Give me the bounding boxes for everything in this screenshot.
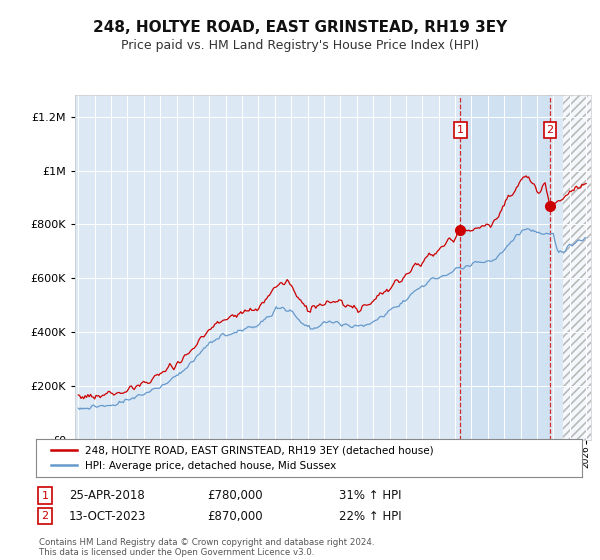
Text: 2: 2 (547, 125, 553, 135)
Text: Price paid vs. HM Land Registry's House Price Index (HPI): Price paid vs. HM Land Registry's House … (121, 39, 479, 52)
Text: Contains HM Land Registry data © Crown copyright and database right 2024.
This d: Contains HM Land Registry data © Crown c… (39, 538, 374, 557)
Bar (563, 95, 591, 440)
Text: 13-OCT-2023: 13-OCT-2023 (69, 510, 146, 523)
Text: 31% ↑ HPI: 31% ↑ HPI (339, 489, 401, 502)
Text: £870,000: £870,000 (207, 510, 263, 523)
Text: 1: 1 (41, 491, 49, 501)
Legend: 248, HOLTYE ROAD, EAST GRINSTEAD, RH19 3EY (detached house), HPI: Average price,: 248, HOLTYE ROAD, EAST GRINSTEAD, RH19 3… (47, 441, 438, 475)
Text: 25-APR-2018: 25-APR-2018 (69, 489, 145, 502)
Text: 2: 2 (41, 511, 49, 521)
Text: 22% ↑ HPI: 22% ↑ HPI (339, 510, 401, 523)
Text: £780,000: £780,000 (207, 489, 263, 502)
Text: 248, HOLTYE ROAD, EAST GRINSTEAD, RH19 3EY: 248, HOLTYE ROAD, EAST GRINSTEAD, RH19 3… (93, 20, 507, 35)
Bar (460, 95, 550, 440)
Bar (563, 95, 591, 440)
Text: 1: 1 (457, 125, 464, 135)
